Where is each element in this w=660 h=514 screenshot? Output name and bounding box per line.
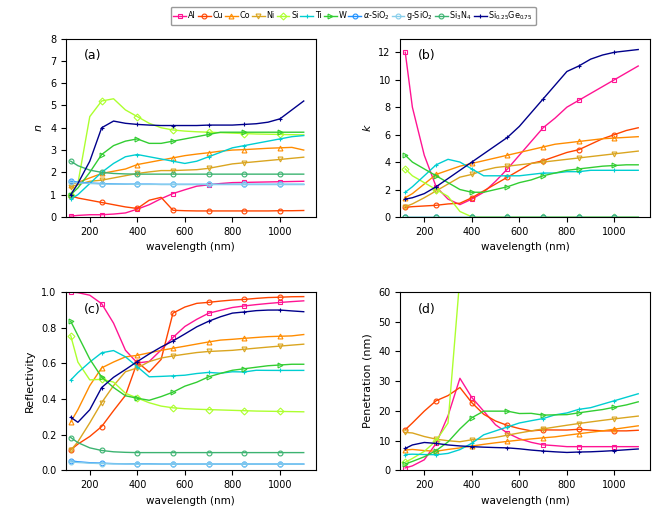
Y-axis label: $n$: $n$: [34, 123, 44, 132]
X-axis label: wavelength (nm): wavelength (nm): [147, 495, 235, 506]
Text: (c): (c): [83, 303, 100, 316]
Y-axis label: Penetration (nm): Penetration (nm): [363, 334, 373, 429]
Y-axis label: Reflectivity: Reflectivity: [25, 350, 36, 412]
X-axis label: wavelength (nm): wavelength (nm): [147, 242, 235, 252]
Text: (d): (d): [418, 303, 436, 316]
X-axis label: wavelength (nm): wavelength (nm): [481, 242, 570, 252]
Text: (a): (a): [83, 49, 101, 62]
X-axis label: wavelength (nm): wavelength (nm): [481, 495, 570, 506]
Legend: Al, Cu, Co, Ni, Si, Ti, W, $\alpha$-SiO$_2$, g-SiO$_2$, Si$_3$N$_4$, Si$_{0.25}$: Al, Cu, Co, Ni, Si, Ti, W, $\alpha$-SiO$…: [170, 7, 536, 25]
Y-axis label: k: k: [363, 124, 373, 131]
Text: (b): (b): [418, 49, 436, 62]
